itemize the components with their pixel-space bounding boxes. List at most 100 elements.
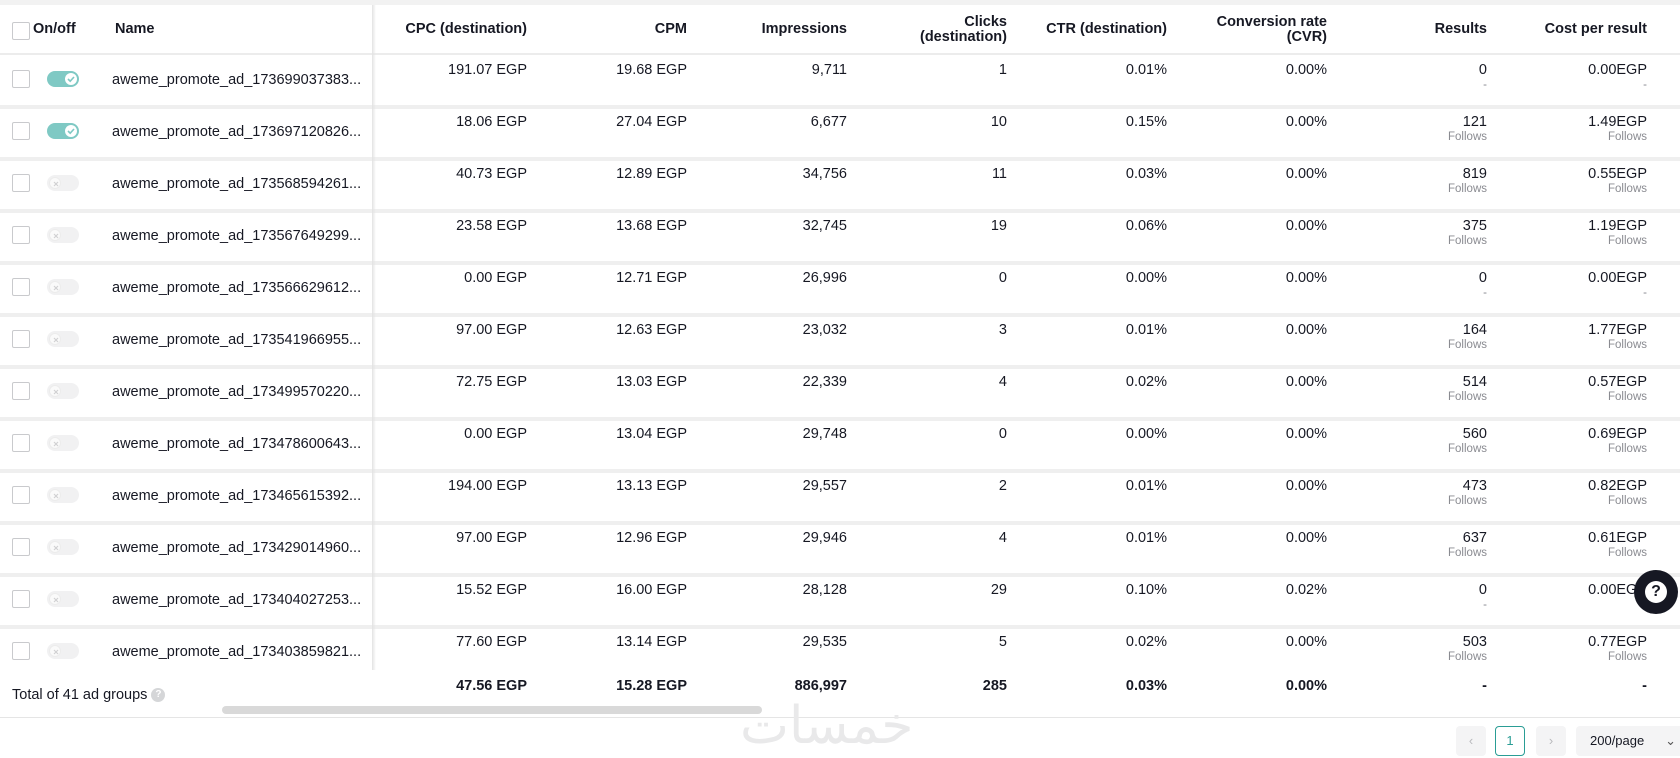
- cvr-value: 0.00%: [1285, 270, 1327, 286]
- impressions-value: 29,748: [802, 426, 847, 442]
- ad-group-name-link[interactable]: aweme_promote_ad_173404027253...: [112, 592, 362, 608]
- header-name[interactable]: Name: [115, 21, 155, 37]
- cvr-value: 0.00%: [1285, 62, 1327, 78]
- cpm-value: 13.03 EGP: [616, 374, 687, 390]
- header-cpc[interactable]: CPC (destination): [405, 21, 527, 37]
- table-row[interactable]: aweme_promote_ad_173499570220... 72.75 E…: [0, 369, 1680, 421]
- ad-group-name-link[interactable]: aweme_promote_ad_173568594261...: [112, 176, 362, 192]
- row-checkbox[interactable]: [12, 278, 30, 296]
- impressions-value: 9,711: [811, 62, 847, 78]
- row-checkbox[interactable]: [12, 590, 30, 608]
- status-toggle[interactable]: [47, 383, 79, 399]
- cvr-value: 0.00%: [1285, 218, 1327, 234]
- results-value: 560: [1462, 426, 1487, 442]
- row-checkbox[interactable]: [12, 226, 30, 244]
- status-toggle[interactable]: [47, 331, 79, 347]
- horizontal-scrollbar[interactable]: [222, 706, 762, 714]
- table-row[interactable]: aweme_promote_ad_173404027253... 15.52 E…: [0, 577, 1680, 629]
- header-impressions[interactable]: Impressions: [761, 21, 847, 37]
- cost-per-result-type: Follows: [1608, 131, 1647, 143]
- total-clicks: 285: [982, 678, 1007, 694]
- table-row[interactable]: aweme_promote_ad_173699037383... 191.07 …: [0, 57, 1680, 109]
- ad-group-name-link[interactable]: aweme_promote_ad_173403859821...: [112, 644, 362, 660]
- header-cvr-line1: Conversion rate: [1216, 14, 1327, 30]
- status-toggle[interactable]: [47, 123, 79, 139]
- status-toggle[interactable]: [47, 435, 79, 451]
- ad-group-name-link[interactable]: aweme_promote_ad_173429014960...: [112, 540, 362, 556]
- cpm-value: 13.13 EGP: [616, 478, 687, 494]
- row-checkbox[interactable]: [12, 434, 30, 452]
- close-icon: [49, 229, 61, 241]
- table-row[interactable]: aweme_promote_ad_173566629612... 0.00 EG…: [0, 265, 1680, 317]
- cvr-value: 0.00%: [1285, 426, 1327, 442]
- next-page-button[interactable]: ›: [1536, 726, 1566, 756]
- ad-group-name-link[interactable]: aweme_promote_ad_173567649299...: [112, 228, 362, 244]
- ad-group-name-link[interactable]: aweme_promote_ad_173699037383...: [112, 72, 362, 88]
- ctr-value: 0.02%: [1125, 634, 1167, 650]
- results-type: -: [1483, 599, 1487, 611]
- cost-per-result-type: -: [1643, 79, 1647, 91]
- header-cpm[interactable]: CPM: [654, 21, 687, 37]
- cpc-value: 0.00 EGP: [464, 426, 527, 442]
- cost-per-result-value: 1.49EGP: [1588, 114, 1647, 130]
- row-checkbox[interactable]: [12, 486, 30, 504]
- table-row[interactable]: aweme_promote_ad_173568594261... 40.73 E…: [0, 161, 1680, 213]
- page-size-value: 200/page: [1590, 733, 1645, 748]
- row-checkbox[interactable]: [12, 174, 30, 192]
- current-page-button[interactable]: 1: [1495, 726, 1525, 756]
- table-row[interactable]: aweme_promote_ad_173697120826... 18.06 E…: [0, 109, 1680, 161]
- total-results: -: [1482, 678, 1487, 694]
- table-row[interactable]: aweme_promote_ad_173478600643... 0.00 EG…: [0, 421, 1680, 473]
- header-onoff[interactable]: On/off: [33, 21, 76, 37]
- ad-group-name-link[interactable]: aweme_promote_ad_173566629612...: [112, 280, 362, 296]
- question-icon[interactable]: ?: [151, 688, 166, 703]
- header-cvr[interactable]: Conversion rate (CVR): [1170, 15, 1327, 45]
- status-toggle[interactable]: [47, 591, 79, 607]
- ad-group-name-link[interactable]: aweme_promote_ad_173478600643...: [112, 436, 362, 452]
- row-checkbox[interactable]: [12, 330, 30, 348]
- status-toggle[interactable]: [47, 71, 79, 87]
- page-size-select[interactable]: 200/page ⌄: [1576, 726, 1680, 756]
- results-value: 473: [1462, 478, 1487, 494]
- row-checkbox[interactable]: [12, 382, 30, 400]
- table-row[interactable]: aweme_promote_ad_173429014960... 97.00 E…: [0, 525, 1680, 577]
- row-checkbox[interactable]: [12, 538, 30, 556]
- cvr-value: 0.00%: [1285, 114, 1327, 130]
- cost-per-result-type: Follows: [1608, 547, 1647, 559]
- header-results[interactable]: Results: [1434, 21, 1487, 37]
- row-checkbox[interactable]: [12, 122, 30, 140]
- ad-group-name-link[interactable]: aweme_promote_ad_173697120826...: [112, 124, 362, 140]
- impressions-value: 26,996: [802, 270, 847, 286]
- table-row[interactable]: aweme_promote_ad_173465615392... 194.00 …: [0, 473, 1680, 525]
- header-clicks[interactable]: Clicks (destination): [860, 15, 1007, 45]
- results-type: Follows: [1448, 547, 1487, 559]
- ctr-value: 0.01%: [1125, 62, 1167, 78]
- status-toggle[interactable]: [47, 643, 79, 659]
- results-value: 637: [1462, 530, 1487, 546]
- help-button[interactable]: ?: [1634, 570, 1678, 614]
- ad-group-name-link[interactable]: aweme_promote_ad_173499570220...: [112, 384, 362, 400]
- header-ctr[interactable]: CTR (destination): [1046, 21, 1167, 37]
- cost-per-result-value: 0.55EGP: [1588, 166, 1647, 182]
- select-all-checkbox[interactable]: [12, 22, 30, 40]
- table-row[interactable]: aweme_promote_ad_173567649299... 23.58 E…: [0, 213, 1680, 265]
- cpm-value: 13.14 EGP: [616, 634, 687, 650]
- table-row[interactable]: aweme_promote_ad_173541966955... 97.00 E…: [0, 317, 1680, 369]
- row-checkbox[interactable]: [12, 642, 30, 660]
- status-toggle[interactable]: [47, 175, 79, 191]
- prev-page-button[interactable]: ‹: [1456, 726, 1486, 756]
- ad-group-name-link[interactable]: aweme_promote_ad_173541966955...: [112, 332, 362, 348]
- top-divider: [0, 0, 1680, 5]
- status-toggle[interactable]: [47, 539, 79, 555]
- row-checkbox[interactable]: [12, 70, 30, 88]
- header-cost-per-result[interactable]: Cost per result: [1544, 21, 1647, 37]
- ad-group-name-link[interactable]: aweme_promote_ad_173465615392...: [112, 488, 362, 504]
- cvr-value: 0.00%: [1285, 166, 1327, 182]
- status-toggle[interactable]: [47, 487, 79, 503]
- clicks-value: 4: [998, 374, 1007, 390]
- ctr-value: 0.10%: [1125, 582, 1167, 598]
- status-toggle[interactable]: [47, 227, 79, 243]
- status-toggle[interactable]: [47, 279, 79, 295]
- cpc-value: 72.75 EGP: [456, 374, 527, 390]
- cost-per-result-value: 0.69EGP: [1588, 426, 1647, 442]
